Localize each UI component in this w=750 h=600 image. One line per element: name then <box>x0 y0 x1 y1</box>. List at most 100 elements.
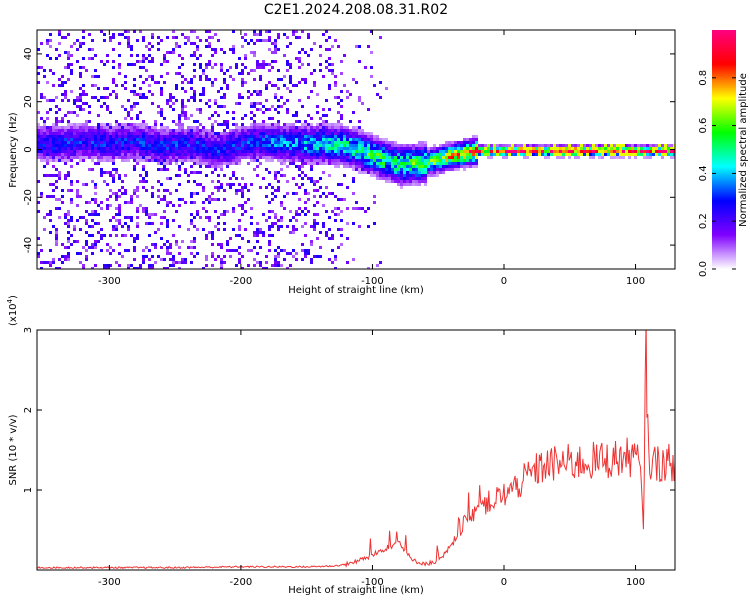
spectrogram-cell <box>37 150 40 153</box>
spectrogram-cell <box>352 180 355 183</box>
spectrogram-cell <box>208 147 211 150</box>
spectrogram-cell <box>139 267 142 269</box>
spectrogram-cell <box>565 144 568 147</box>
spectrogram-cell <box>100 129 103 132</box>
spectrogram-cell <box>193 42 196 45</box>
spectrogram-cell <box>67 129 70 132</box>
spectrogram-cell <box>466 138 469 141</box>
spectrogram-cell <box>67 246 70 249</box>
spectrogram-cell <box>601 153 604 156</box>
spectrogram-cell <box>391 165 394 168</box>
spectrogram-cell <box>67 144 70 147</box>
spectrogram-cell <box>73 156 76 159</box>
spectrogram-cell <box>283 132 286 135</box>
spectrogram-cell <box>385 171 388 174</box>
spectrogram-cell <box>202 132 205 135</box>
spectrogram-cell <box>376 138 379 141</box>
spectrogram-cell <box>112 153 115 156</box>
spectrogram-cell <box>310 117 313 120</box>
spectrogram-cell <box>283 75 286 78</box>
spectrogram-cell <box>220 135 223 138</box>
spectrogram-cell <box>430 165 433 168</box>
spectrogram-cell <box>67 189 70 192</box>
spectrogram-cell <box>70 180 73 183</box>
spectrogram-cell <box>364 138 367 141</box>
spectrogram-cell <box>274 132 277 135</box>
spectrogram-cell <box>154 147 157 150</box>
spectrogram-cell <box>295 126 298 129</box>
spectrogram-cell <box>595 150 598 153</box>
spectrogram-cell <box>268 63 271 66</box>
spectrogram-cell <box>37 141 40 144</box>
spectrogram-cell <box>193 240 196 243</box>
spectrogram-cell <box>538 153 541 156</box>
spectrogram-cell <box>292 216 295 219</box>
spectrogram-cell <box>406 168 409 171</box>
spectrogram-cell <box>628 156 631 159</box>
spectrogram-cell <box>52 225 55 228</box>
spectrogram-cell <box>232 159 235 162</box>
spectrogram-cell <box>157 156 160 159</box>
spectrogram-cell <box>46 132 49 135</box>
spectrogram-cell <box>331 45 334 48</box>
spectrogram-cell <box>193 75 196 78</box>
spectrogram-cell <box>490 144 493 147</box>
spectrogram-cell <box>118 204 121 207</box>
spectrogram-cell <box>133 153 136 156</box>
spectrogram-cell <box>349 141 352 144</box>
spectrogram-cell <box>301 153 304 156</box>
spectrogram-cell <box>511 153 514 156</box>
spectrogram-cell <box>175 189 178 192</box>
spectrogram-cell <box>385 174 388 177</box>
spectrogram-cell <box>88 213 91 216</box>
spectrogram-cell <box>409 180 412 183</box>
spectrogram-cell <box>304 201 307 204</box>
spectrogram-cell <box>220 162 223 165</box>
spectrogram-cell <box>139 204 142 207</box>
spectrogram-cell <box>112 33 115 36</box>
spectrogram-cell <box>118 210 121 213</box>
spectrogram-cell <box>214 168 217 171</box>
spectrogram-cell <box>181 111 184 114</box>
spectrogram-cell <box>238 141 241 144</box>
spectrogram-cell <box>121 144 124 147</box>
spectrogram-cell <box>460 153 463 156</box>
spectrogram-cell <box>268 132 271 135</box>
spectrogram-cell <box>559 147 562 150</box>
spectrogram-cell <box>280 126 283 129</box>
spectrogram-cell <box>127 114 130 117</box>
spectrogram-cell <box>331 156 334 159</box>
spectrogram-cell <box>64 138 67 141</box>
spectrogram-cell <box>169 99 172 102</box>
spectrogram-cell <box>415 174 418 177</box>
spectrogram-cell <box>328 126 331 129</box>
spectrogram-cell <box>250 159 253 162</box>
spectrogram-cell <box>355 144 358 147</box>
spectrogram-cell <box>310 141 313 144</box>
spectrogram-cell <box>316 153 319 156</box>
spectrogram-cell <box>226 150 229 153</box>
spectrogram-cell <box>139 30 142 33</box>
spectrogram-cell <box>352 165 355 168</box>
spectrogram-cell <box>67 255 70 258</box>
spectrogram-cell <box>313 189 316 192</box>
spectrogram-cell <box>76 114 79 117</box>
spectrogram-cell <box>634 147 637 150</box>
spectrogram-cell <box>367 225 370 228</box>
spectrogram-cell <box>265 153 268 156</box>
spectrogram-cell <box>226 135 229 138</box>
spectrogram-cell <box>274 39 277 42</box>
spectrogram-cell <box>538 150 541 153</box>
spectrogram-cell <box>40 192 43 195</box>
spectrogram-cell <box>91 147 94 150</box>
spectrogram-cell <box>370 144 373 147</box>
spectrogram-cell <box>274 48 277 51</box>
spectrogram-cell <box>283 54 286 57</box>
spectrogram-cell <box>358 99 361 102</box>
spectrogram-cell <box>535 153 538 156</box>
x-tick-label: -100 <box>361 276 384 287</box>
spectrogram-cell <box>106 60 109 63</box>
spectrogram-cell <box>106 87 109 90</box>
spectrogram-cell <box>79 129 82 132</box>
spectrogram-cell <box>337 228 340 231</box>
